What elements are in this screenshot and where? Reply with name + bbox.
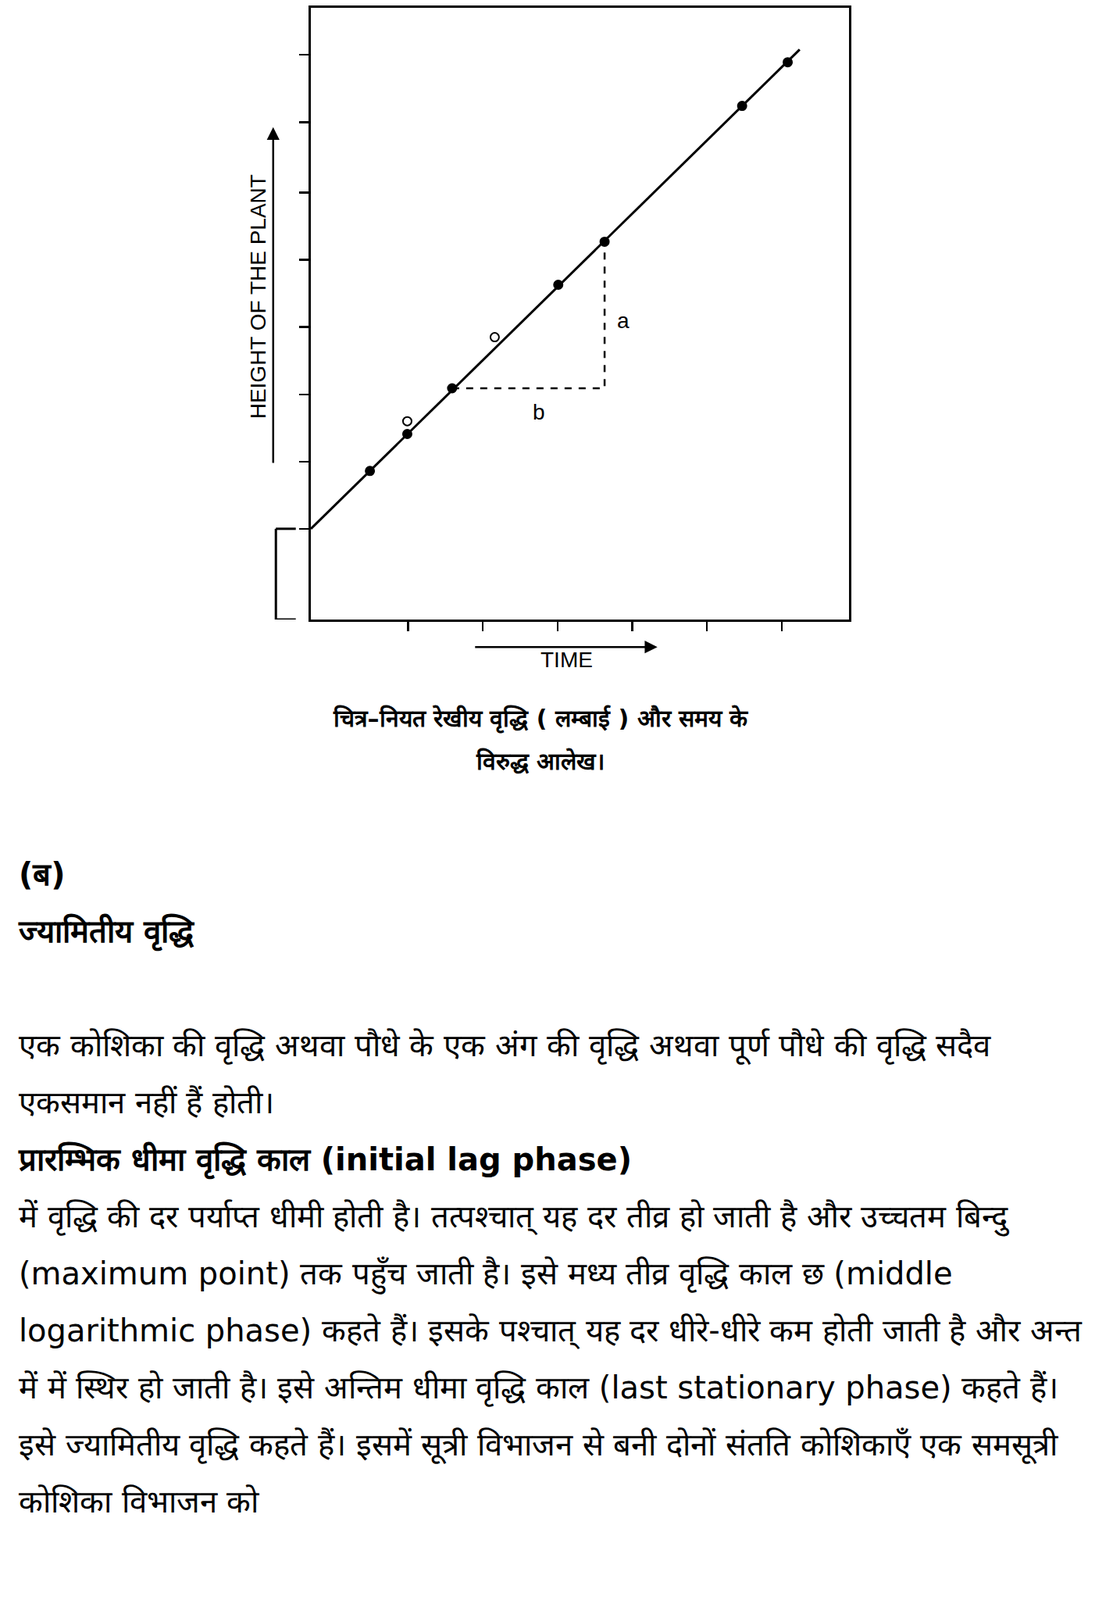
- svg-text:a: a: [617, 308, 630, 333]
- svg-text:TIME: TIME: [540, 647, 593, 672]
- html-text:(ब): (ब): [18, 856, 66, 892]
- svg-text:b: b: [532, 399, 546, 425]
- html-text:विरुद्ध आलेख।: विरुद्ध आलेख।: [476, 747, 605, 775]
- svg-text:HEIGHT OF THE PLANT: HEIGHT OF THE PLANT: [246, 174, 271, 419]
- html-text:ज्यामितीय वृद्धि: ज्यामितीय वृद्धि: [18, 913, 194, 949]
- html-text:एक कोशिका की वृद्धि अथवा पौधे: एक कोशिका की वृद्धि अथवा पौधे के एक अंग …: [18, 1027, 991, 1121]
- html-text:में वृद्धि की दर पर्याप्त धीमी: में वृद्धि की दर पर्याप्त धीमी होती है। …: [18, 1198, 1082, 1520]
- html-text:प्रारम्भिक धीमा वृद्धि काल (in: प्रारम्भिक धीमा वृद्धि काल (initial lag …: [18, 1141, 632, 1178]
- html-text:चित्र–नियत रेखीय वृद्धि ( लम्ब: चित्र–नियत रेखीय वृद्धि ( लम्बाई ) और सम…: [333, 704, 748, 732]
